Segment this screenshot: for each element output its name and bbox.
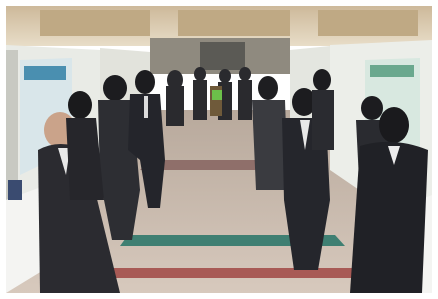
poster-header: [24, 66, 66, 80]
scene: [6, 6, 432, 293]
person: [312, 69, 334, 150]
page: [0, 0, 438, 299]
photo-poster-session: [0, 0, 438, 299]
ceiling-panel: [318, 10, 418, 36]
carpet-stripe: [104, 268, 368, 278]
doorway: [200, 42, 245, 70]
ceiling-panel: [178, 10, 290, 36]
laptop: [8, 180, 22, 200]
ceiling-panel: [40, 10, 150, 36]
poster-header: [370, 65, 414, 77]
